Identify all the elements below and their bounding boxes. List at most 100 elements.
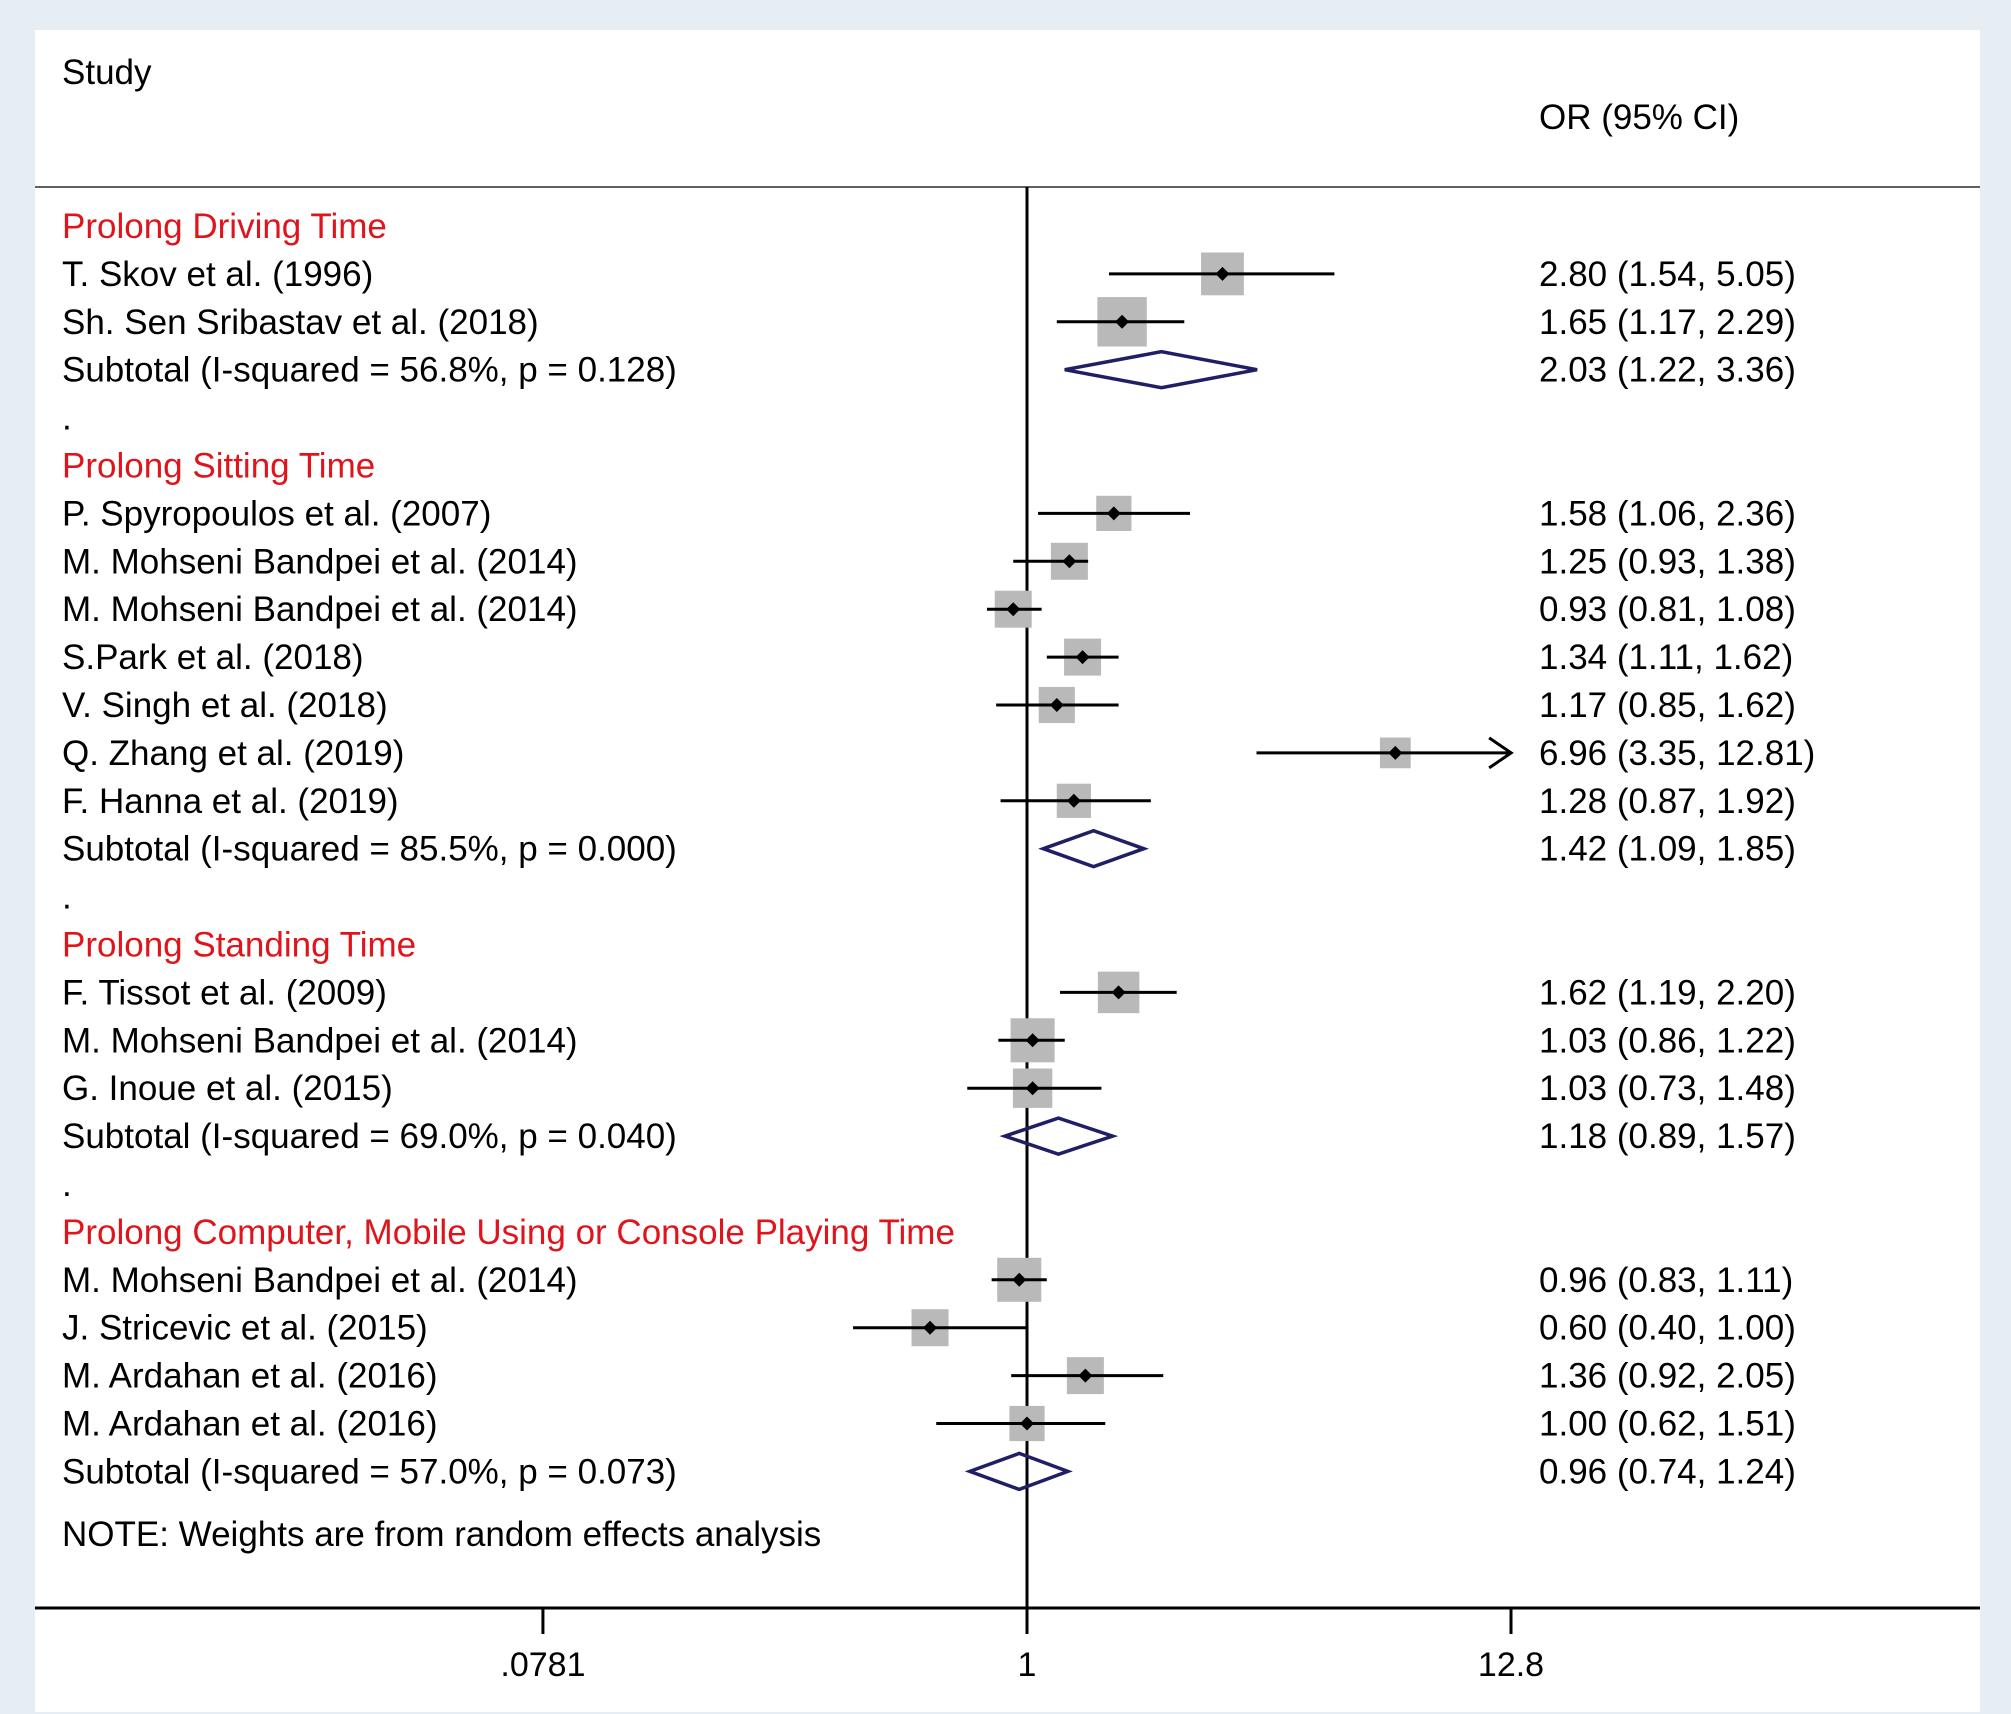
- point-estimate: [1049, 698, 1064, 712]
- ci-value: 1.58 (1.06, 2.36): [1539, 494, 1796, 533]
- point-estimate: [1075, 650, 1090, 665]
- study-label: Sh. Sen Sribastav et al. (2018): [62, 303, 539, 342]
- ci-value: 1.18 (0.89, 1.57): [1539, 1117, 1796, 1156]
- study-label: V. Singh et al. (2018): [62, 686, 388, 725]
- ci-value: 1.03 (0.73, 1.48): [1539, 1069, 1796, 1108]
- point-estimate: [1115, 314, 1130, 329]
- forest-row: M. Mohseni Bandpei et al. (2014) 0.96 (0.…: [62, 1257, 1793, 1302]
- study-label: J. Stricevic et al. (2015): [62, 1309, 428, 1348]
- study-label: M. Mohseni Bandpei et al. (2014): [62, 1261, 578, 1300]
- point-estimate: [923, 1320, 938, 1335]
- study-label: G. Inoue et al. (2015): [62, 1069, 393, 1108]
- forest-row: .: [62, 399, 72, 438]
- subtotal-label: Subtotal (I-squared = 69.0%, p = 0.040): [62, 1117, 677, 1156]
- point-estimate: [1025, 1033, 1040, 1048]
- header-effect: OR (95% CI): [1539, 98, 1739, 137]
- point-estimate: [1066, 793, 1081, 808]
- ci-value: 1.34 (1.11, 1.62): [1539, 638, 1793, 677]
- forest-row: F. Tissot et al. (2009) 1.62 (1.19, 2.20): [62, 971, 1796, 1014]
- ci-value: 2.80 (1.54, 5.05): [1539, 255, 1796, 294]
- study-label: Q. Zhang et al. (2019): [62, 734, 404, 773]
- group-label: Prolong Driving Time: [62, 207, 387, 246]
- spacer-dot: .: [62, 1165, 72, 1204]
- ci-value: 1.28 (0.87, 1.92): [1539, 782, 1796, 821]
- forest-row: Prolong Sitting Time: [62, 447, 375, 486]
- forest-row: Subtotal (I-squared = 57.0%, p = 0.073) 0…: [62, 1451, 1796, 1492]
- forest-row: Prolong Standing Time: [62, 926, 416, 965]
- ci-value: 1.42 (1.09, 1.85): [1539, 830, 1796, 869]
- forest-row: J. Stricevic et al. (2015) 0.60 (0.40, 1.…: [62, 1309, 1796, 1348]
- spacer-dot: .: [62, 399, 72, 438]
- subtotal-diamond: [964, 1451, 1073, 1492]
- forest-row: M. Mohseni Bandpei et al. (2014) 1.25 (0.…: [62, 542, 1796, 581]
- forest-row: Subtotal (I-squared = 69.0%, p = 0.040) 1…: [62, 1116, 1796, 1156]
- forest-row: Subtotal (I-squared = 56.8%, p = 0.128) 2…: [62, 349, 1796, 390]
- spacer-dot: .: [62, 878, 72, 917]
- study-label: M. Mohseni Bandpei et al. (2014): [62, 590, 578, 629]
- forest-row: S.Park et al. (2018) 1.34 (1.11, 1.62): [62, 638, 1793, 677]
- header-study: Study: [62, 53, 152, 92]
- ci-value: 6.96 (3.35, 12.81): [1539, 734, 1815, 773]
- forest-row: Sh. Sen Sribastav et al. (2018) 1.65 (1.1…: [62, 297, 1796, 347]
- x-tick-label: 12.8: [1478, 1646, 1544, 1684]
- study-label: P. Spyropoulos et al. (2007): [62, 494, 491, 533]
- study-label: F. Hanna et al. (2019): [62, 782, 399, 821]
- x-tick-label: 1: [1018, 1646, 1037, 1684]
- point-estimate: [1020, 1416, 1034, 1431]
- forest-row: M. Ardahan et al. (2016) 1.36 (0.92, 2.05…: [62, 1357, 1796, 1396]
- ci-value: 1.62 (1.19, 2.20): [1539, 973, 1796, 1012]
- ci-value: 1.00 (0.62, 1.51): [1539, 1405, 1796, 1444]
- subtotal-diamond: [1064, 349, 1258, 390]
- point-estimate: [1062, 554, 1077, 569]
- study-label: M. Ardahan et al. (2016): [62, 1357, 438, 1396]
- forest-row: F. Hanna et al. (2019) 1.28 (0.87, 1.92): [62, 782, 1796, 821]
- point-estimate: [1106, 506, 1121, 521]
- forest-row: M. Mohseni Bandpei et al. (2014) 0.93 (0.…: [62, 590, 1796, 629]
- subtotal-diamond: [999, 1116, 1119, 1156]
- forest-row: Q. Zhang et al. (2019) 6.96 (3.35, 12.81): [62, 734, 1815, 773]
- point-estimate: [1006, 602, 1021, 617]
- x-axis-ticks: .0781 1 12.8: [500, 1608, 1544, 1684]
- subtotal-label: Subtotal (I-squared = 57.0%, p = 0.073): [62, 1452, 677, 1491]
- forest-plot: Study OR (95% CI) Prolong Driving Time T.…: [35, 53, 1980, 1684]
- forest-row: V. Singh et al. (2018) 1.17 (0.85, 1.62): [62, 686, 1796, 725]
- forest-row: Prolong Computer, Mobile Using or Consol…: [62, 1213, 955, 1252]
- group-label: Prolong Standing Time: [62, 926, 416, 965]
- ci-value: 0.93 (0.81, 1.08): [1539, 590, 1796, 629]
- forest-row: Subtotal (I-squared = 85.5%, p = 0.000) 1…: [62, 828, 1796, 869]
- ci-value: 0.60 (0.40, 1.00): [1539, 1309, 1796, 1348]
- group-label: Prolong Computer, Mobile Using or Consol…: [62, 1213, 955, 1252]
- forest-row: G. Inoue et al. (2015) 1.03 (0.73, 1.48): [62, 1068, 1796, 1108]
- study-label: T. Skov et al. (1996): [62, 255, 373, 294]
- study-label: S.Park et al. (2018): [62, 638, 364, 677]
- forest-row: M. Ardahan et al. (2016) 1.00 (0.62, 1.51…: [62, 1405, 1796, 1444]
- forest-row: .: [62, 878, 72, 917]
- point-estimate: [1078, 1368, 1093, 1383]
- ci-value: 2.03 (1.22, 3.36): [1539, 351, 1796, 390]
- ci-arrow: [1488, 736, 1514, 770]
- forest-row: T. Skov et al. (1996) 2.80 (1.54, 5.05): [62, 252, 1796, 296]
- forest-row: Prolong Driving Time: [62, 207, 387, 246]
- weights-note: NOTE: Weights are from random effects an…: [62, 1515, 821, 1554]
- forest-row: M. Mohseni Bandpei et al. (2014) 1.03 (0.…: [62, 1018, 1796, 1063]
- forest-row: P. Spyropoulos et al. (2007) 1.58 (1.06, …: [62, 494, 1796, 533]
- ci-value: 0.96 (0.74, 1.24): [1539, 1452, 1796, 1491]
- point-estimate: [1025, 1081, 1040, 1096]
- forest-plot-panel: Study OR (95% CI) Prolong Driving Time T.…: [35, 30, 1980, 1712]
- forest-row: .: [62, 1165, 72, 1204]
- ci-value: 1.03 (0.86, 1.22): [1539, 1021, 1796, 1060]
- study-label: M. Ardahan et al. (2016): [62, 1405, 438, 1444]
- ci-value: 1.36 (0.92, 2.05): [1539, 1357, 1796, 1396]
- subtotal-diamond: [1038, 828, 1149, 869]
- ci-value: 1.65 (1.17, 2.29): [1539, 303, 1796, 342]
- x-tick-label: .0781: [500, 1646, 585, 1684]
- point-estimate: [1111, 985, 1126, 1000]
- study-label: M. Mohseni Bandpei et al. (2014): [62, 542, 578, 581]
- point-estimate: [1388, 745, 1403, 760]
- study-label: F. Tissot et al. (2009): [62, 973, 387, 1012]
- subtotal-label: Subtotal (I-squared = 56.8%, p = 0.128): [62, 351, 677, 390]
- point-estimate: [1012, 1272, 1027, 1287]
- ci-value: 1.25 (0.93, 1.38): [1539, 542, 1796, 581]
- ci-value: 0.96 (0.83, 1.11): [1539, 1261, 1793, 1300]
- subtotal-label: Subtotal (I-squared = 85.5%, p = 0.000): [62, 830, 677, 869]
